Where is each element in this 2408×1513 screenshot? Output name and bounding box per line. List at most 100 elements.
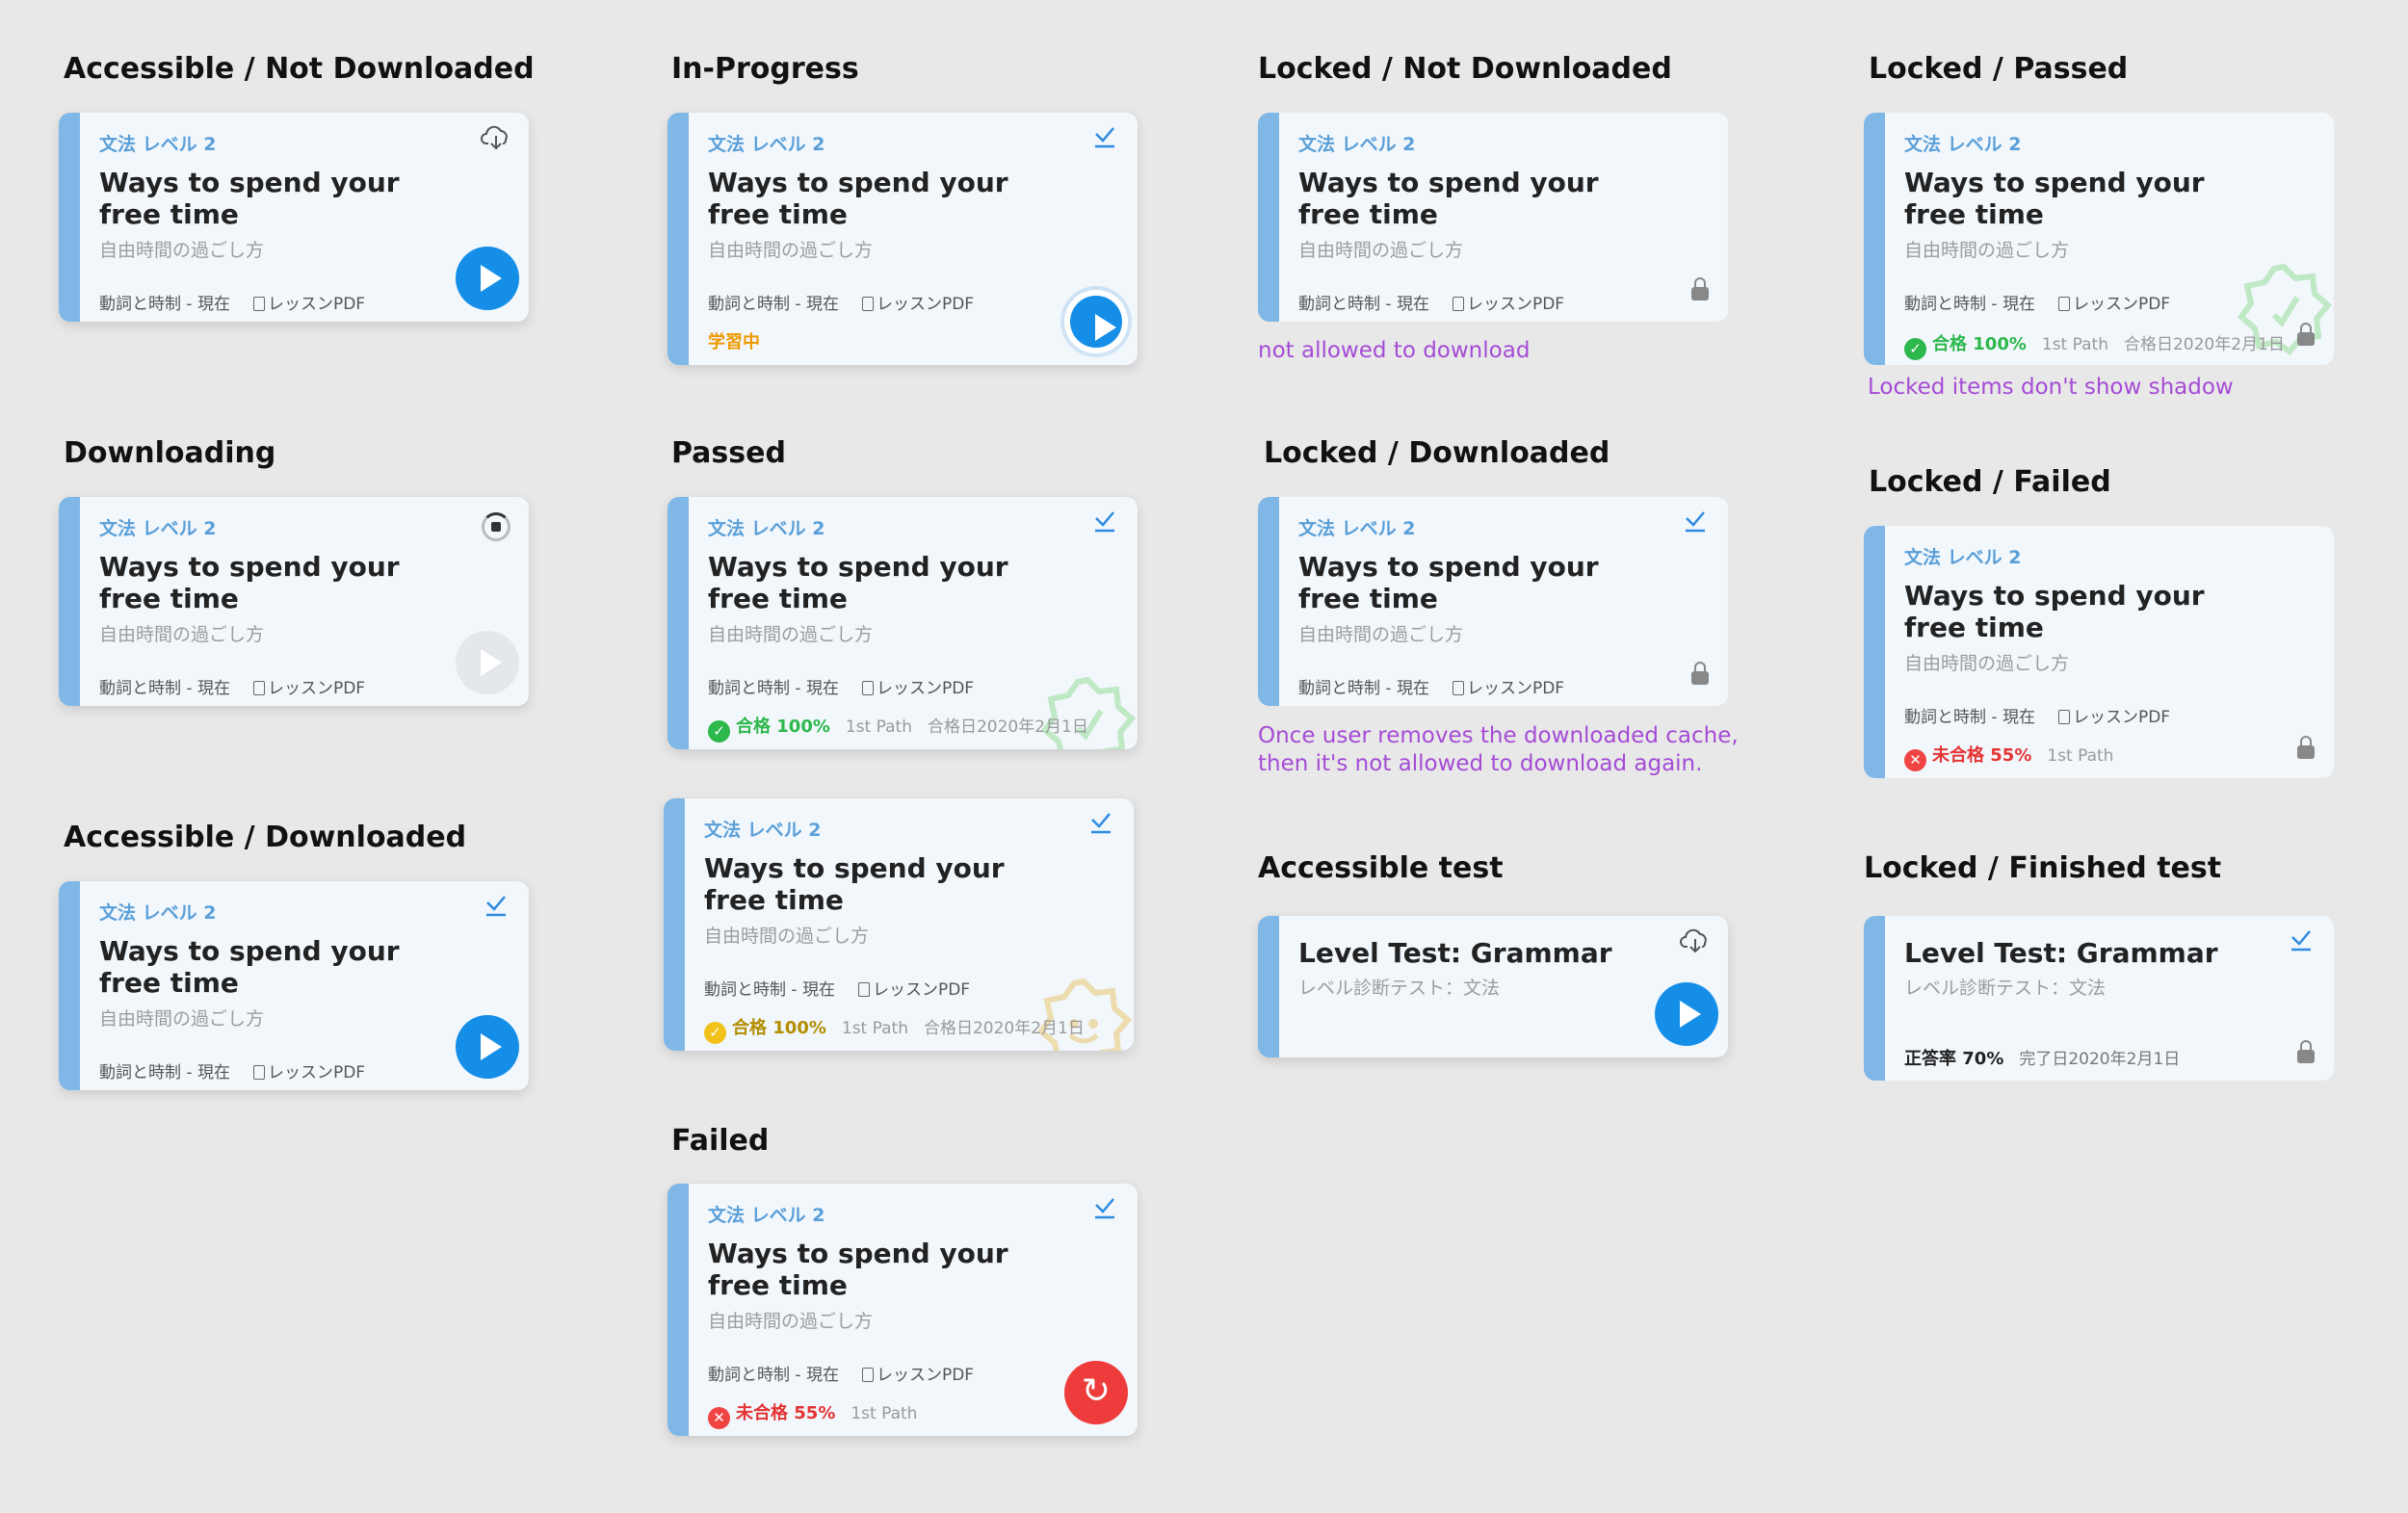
retry-button[interactable]: ↻ <box>1064 1361 1128 1424</box>
lesson-category: 文法 レベル 2 <box>99 902 217 924</box>
lesson-pdf-label: レッスンPDF <box>876 295 975 314</box>
cloud-download-icon[interactable] <box>1678 927 1713 962</box>
lock-icon <box>2297 1040 2315 1063</box>
lesson-card-failed[interactable]: 文法 レベル 2 Ways to spend your free time 自由… <box>667 1184 1138 1436</box>
lesson-pdf-link[interactable]: レッスンPDF <box>252 295 366 314</box>
lesson-subtitle: 自由時間の過ごし方 <box>99 1008 265 1030</box>
lesson-title: Ways to spend your free time <box>99 167 400 230</box>
test-card-locked-finished: Level Test: Grammar レベル診断テスト：文法 正答率 70% 完… <box>1864 916 2334 1081</box>
lesson-meta: 動詞と時制 - 現在 レッスンPDF <box>1904 290 2170 314</box>
document-icon <box>857 982 870 997</box>
test-card-accessible[interactable]: Level Test: Grammar レベル診断テスト：文法 <box>1258 916 1728 1057</box>
lesson-pdf-link[interactable]: レッスンPDF <box>861 1366 975 1385</box>
lesson-pdf-link[interactable]: レッスンPDF <box>861 679 975 698</box>
lesson-pdf-label: レッスンPDF <box>876 1366 975 1385</box>
heading-in-progress: In-Progress <box>671 52 859 86</box>
lesson-category: 文法 レベル 2 <box>1298 518 1416 539</box>
lesson-pdf-label: レッスンPDF <box>2072 295 2171 314</box>
status-path: 1st Path <box>845 717 912 737</box>
play-button-disabled <box>456 631 519 694</box>
lesson-category: 文法 レベル 2 <box>704 820 822 841</box>
heading-locked-finished-test: Locked / Finished test <box>1864 851 2222 885</box>
lesson-title: Ways to spend your free time <box>99 551 400 614</box>
lesson-title: Ways to spend your free time <box>708 167 1008 230</box>
lesson-pdf-label: レッスンPDF <box>872 980 971 1000</box>
download-stop-icon[interactable] <box>479 509 513 543</box>
lesson-card-passed[interactable]: 文法 レベル 2 Ways to spend your free time 自由… <box>667 497 1138 749</box>
lesson-title: Ways to spend your free time <box>99 935 400 999</box>
lesson-category: 文法 レベル 2 <box>99 518 217 539</box>
lesson-category: 文法 レベル 2 <box>1904 547 2022 568</box>
lesson-meta: 動詞と時制 - 現在 レッスンPDF <box>1904 703 2170 727</box>
lesson-card-locked-not-downloaded: 文法 レベル 2 Ways to spend your free time 自由… <box>1258 113 1728 322</box>
lesson-title: Ways to spend your free time <box>708 551 1008 614</box>
note-once-removed-2: then it's not allowed to download again. <box>1258 751 1703 776</box>
status-path: 1st Path <box>841 1019 908 1038</box>
test-title: Level Test: Grammar <box>1298 937 1612 969</box>
lesson-subtitle: 自由時間の過ごし方 <box>1904 653 2070 674</box>
resume-button[interactable] <box>1070 296 1122 348</box>
status-label: 合格 100% <box>1932 334 2027 354</box>
lesson-pdf-link[interactable]: レッスンPDF <box>252 679 366 698</box>
lesson-topic: 動詞と時制 - 現在 <box>708 1366 839 1385</box>
check-underline-icon <box>1084 810 1118 845</box>
lesson-pdf-label: レッスンPDF <box>267 295 366 314</box>
lesson-title: Ways to spend your free time <box>1904 580 2205 643</box>
heading-locked-not-downloaded: Locked / Not Downloaded <box>1258 52 1672 86</box>
lesson-topic: 動詞と時制 - 現在 <box>1904 708 2035 727</box>
lesson-card-locked-downloaded: 文法 レベル 2 Ways to spend your free time 自由… <box>1258 497 1728 706</box>
status-in-progress: 学習中 <box>708 328 760 353</box>
status-path: 1st Path <box>851 1404 918 1423</box>
lesson-card-accessible-not-downloaded[interactable]: 文法 レベル 2 Ways to spend your free time 自由… <box>59 113 529 322</box>
lesson-topic: 動詞と時制 - 現在 <box>1298 679 1429 698</box>
lesson-title: Ways to spend your free time <box>1904 167 2205 230</box>
document-icon <box>252 1065 265 1080</box>
status-failed: ✕ 未合格 55% 1st Path <box>708 1399 917 1429</box>
cloud-download-icon[interactable] <box>479 124 513 159</box>
lesson-category: 文法 レベル 2 <box>1904 134 2022 155</box>
note-not-allowed: not allowed to download <box>1258 338 1531 363</box>
lesson-topic: 動詞と時制 - 現在 <box>99 1063 230 1083</box>
lesson-pdf-label: レッスンPDF <box>267 679 366 698</box>
lesson-card-passed-yellow[interactable]: 文法 レベル 2 Ways to spend your free time 自由… <box>664 798 1134 1051</box>
lesson-card-downloading[interactable]: 文法 レベル 2 Ways to spend your free time 自由… <box>59 497 529 706</box>
test-subtitle: レベル診断テスト：文法 <box>1298 978 1501 999</box>
play-button[interactable] <box>456 247 519 310</box>
document-icon <box>252 681 265 695</box>
lesson-pdf-link: レッスンPDF <box>1452 679 1565 698</box>
lesson-topic: 動詞と時制 - 現在 <box>708 679 839 698</box>
lesson-card-in-progress[interactable]: 文法 レベル 2 Ways to spend your free time 自由… <box>667 113 1138 365</box>
status-label: 合格 100% <box>732 1018 826 1038</box>
test-subtitle: レベル診断テスト：文法 <box>1904 978 2107 999</box>
heading-passed: Passed <box>671 436 786 470</box>
lesson-card-accessible-downloaded[interactable]: 文法 レベル 2 Ways to spend your free time 自由… <box>59 881 529 1090</box>
lesson-topic: 動詞と時制 - 現在 <box>1904 295 2035 314</box>
lock-icon <box>2297 736 2315 759</box>
status-label: 学習中 <box>708 332 760 352</box>
lesson-meta: 動詞と時制 - 現在 レッスンPDF <box>99 674 365 698</box>
lesson-meta: 動詞と時制 - 現在 レッスンPDF <box>704 976 970 1000</box>
lesson-title: Ways to spend your free time <box>1298 167 1599 230</box>
test-title: Level Test: Grammar <box>1904 937 2218 969</box>
document-icon <box>2057 710 2070 724</box>
document-icon <box>861 681 874 695</box>
play-button[interactable] <box>456 1015 519 1079</box>
status-failed: ✕ 未合格 55% 1st Path <box>1904 742 2113 771</box>
status-date: 合格日2020年2月1日 <box>923 1019 1085 1038</box>
play-button[interactable] <box>1655 982 1718 1046</box>
lesson-pdf-link[interactable]: レッスンPDF <box>252 1063 365 1083</box>
lesson-pdf-link[interactable]: レッスンPDF <box>861 295 975 314</box>
document-icon <box>861 1368 874 1382</box>
status-date: 合格日2020年2月1日 <box>2123 335 2285 354</box>
document-icon <box>1452 681 1464 695</box>
lock-icon <box>1691 277 1709 300</box>
lesson-meta: 動詞と時制 - 現在 レッスンPDF <box>708 674 974 698</box>
lesson-pdf-label: レッスンPDF <box>1466 679 1565 698</box>
lesson-pdf-link[interactable]: レッスンPDF <box>857 980 971 1000</box>
lesson-pdf-label: レッスンPDF <box>876 679 975 698</box>
lesson-topic: 動詞と時制 - 現在 <box>704 980 835 1000</box>
lesson-subtitle: 自由時間の過ごし方 <box>704 926 870 947</box>
lesson-subtitle: 自由時間の過ごし方 <box>708 1311 874 1332</box>
lesson-card-locked-failed: 文法 レベル 2 Ways to spend your free time 自由… <box>1864 526 2334 778</box>
lesson-topic: 動詞と時制 - 現在 <box>99 679 230 698</box>
